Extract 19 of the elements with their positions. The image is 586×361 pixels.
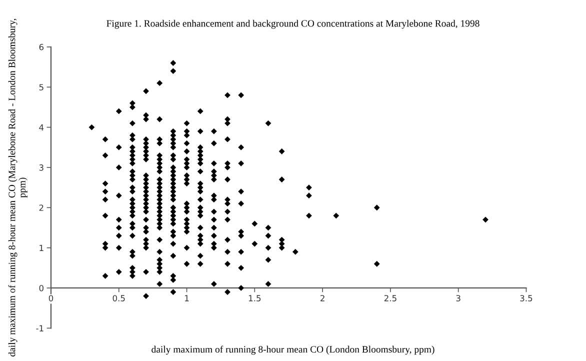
x-axis-title: daily maximum of running 8-hour mean CO (London Bloomsbury, ppm) — [152, 346, 434, 355]
y-tick-label: 3 — [39, 164, 44, 171]
y-tick-label: 6 — [39, 44, 44, 50]
y-tick-label: 4 — [39, 124, 44, 130]
chart-title: Figure 1. Roadside enhancement and background CO concentrations at Marylebone Road, 1998 — [106, 20, 480, 29]
x-tick-label: 1 — [185, 295, 189, 302]
x-tick-label: 0.5 — [112, 295, 125, 302]
y-tick-label: 1 — [40, 244, 44, 251]
x-tick-label: 3.5 — [520, 295, 532, 302]
x-tick-label: 2 — [320, 295, 324, 302]
x-tick-label: 3 — [456, 295, 460, 302]
x-tick-label: 2.5 — [384, 295, 396, 302]
y-tick-label: 2 — [39, 204, 44, 211]
x-tick-label: 1.5 — [248, 295, 261, 302]
y-axis-title: daily maximum of running 8-hour mean CO (Marylebone Road - London Bloomsbury, ppm) — [8, 18, 28, 356]
y-tick-label: 5 — [39, 84, 44, 90]
x-tick-label: 0 — [48, 295, 54, 302]
y-tick-label: -1 — [36, 325, 44, 332]
y-tick-label: 0 — [39, 284, 44, 292]
